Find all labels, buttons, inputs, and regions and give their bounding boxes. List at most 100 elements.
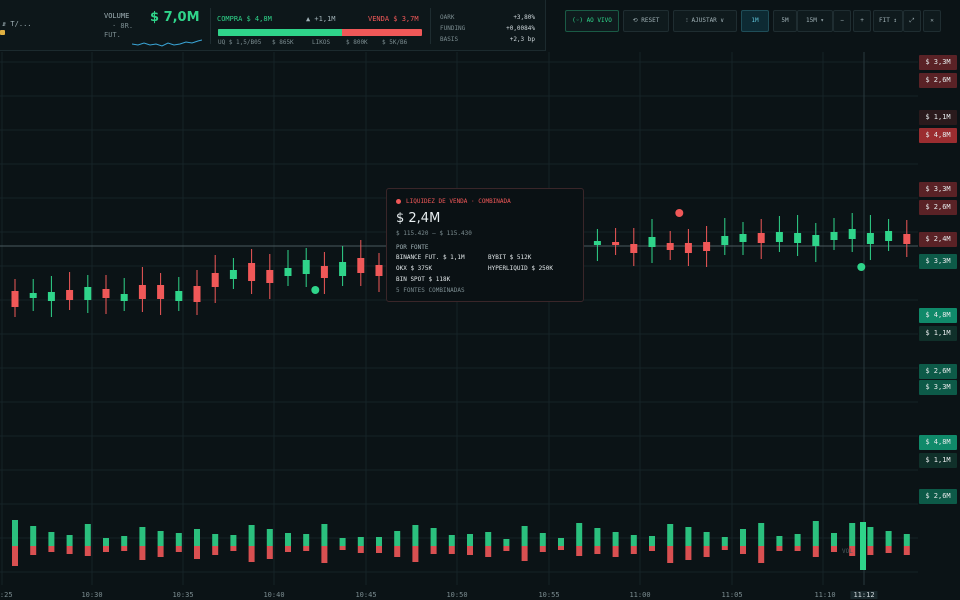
tooltip-amount: $ 2,4M xyxy=(396,211,441,226)
net-flow-label: ▲ +1,1M xyxy=(306,15,336,23)
timeframe-1m-button[interactable]: 1M xyxy=(741,10,769,32)
volume-bar-sell xyxy=(503,546,510,551)
buy-liquidity-tag[interactable]: $ 2,6M xyxy=(919,364,957,379)
reset-button[interactable]: ⟲ RESET xyxy=(623,10,669,32)
volume-sub-2: FUT. xyxy=(104,31,121,39)
tooltip-source: BIN SPOT $ 118K xyxy=(396,276,451,283)
candle-body xyxy=(11,291,19,307)
volume-bar-buy xyxy=(376,537,382,546)
stat-value: +2,3 bp xyxy=(509,36,535,43)
volume-bar-sell xyxy=(266,546,273,559)
volume-bar-buy xyxy=(448,535,455,546)
volume-bar-buy xyxy=(212,534,219,546)
volume-bar-sell xyxy=(212,546,219,555)
candle-body xyxy=(175,291,183,301)
volume-bar-sell xyxy=(576,546,583,556)
volume-bar-buy xyxy=(157,531,164,546)
volume-bar-sell xyxy=(867,546,874,555)
fit-button[interactable]: FIT ↕ xyxy=(873,10,903,32)
volume-bar-sell xyxy=(194,546,200,559)
volume-bar-buy xyxy=(576,523,583,546)
time-tick-label: 10:45 xyxy=(355,591,377,599)
candle-body xyxy=(775,232,783,242)
tooltip-title: LIQUIDEZ DE VENDA · COMBINADA xyxy=(406,198,511,205)
volume-bar-sell xyxy=(412,546,419,562)
tooltip-source: BYBIT $ 512K xyxy=(488,254,532,261)
volume-bar-sell xyxy=(321,546,328,563)
volume-bar-sell xyxy=(248,546,255,562)
candle-body xyxy=(666,243,674,250)
candle-body xyxy=(339,262,347,276)
candle-body xyxy=(320,266,328,278)
expand-icon[interactable]: ⤢ xyxy=(903,10,921,32)
time-tick-label: 10:50 xyxy=(446,591,468,599)
stat-key: FUNDING xyxy=(440,25,466,32)
volume-bar-buy xyxy=(485,532,492,546)
symbol-label[interactable]: ⇵ T/... xyxy=(2,20,32,28)
volume-bar-buy xyxy=(721,537,728,546)
candle-body xyxy=(885,231,893,241)
volume-bar-buy xyxy=(84,524,91,546)
volume-summary: VOLUME $ 7,0M · 8R. FUT. xyxy=(104,10,204,47)
volume-bar-sell xyxy=(849,546,856,556)
buy-liquidity-tag[interactable]: $ 3,3M xyxy=(919,380,957,395)
sell-liquidity-tag[interactable]: $ 3,3M xyxy=(919,55,957,70)
volume-bar-buy xyxy=(321,524,328,546)
volume-bar-buy xyxy=(539,533,546,546)
sell-flow-label: VENDA $ 3,7M xyxy=(368,15,419,23)
volume-bar-sell xyxy=(485,546,492,557)
live-button[interactable]: (◦) AO VIVO xyxy=(565,10,619,32)
candle-body xyxy=(375,265,383,276)
buy-liquidity-tag[interactable]: $ 4,8M xyxy=(919,308,957,323)
sell-dot-icon xyxy=(396,199,401,204)
time-tick-label: 11:00 xyxy=(629,591,651,599)
zoom-out-button[interactable]: − xyxy=(833,10,851,32)
time-tick-label: 10:25 xyxy=(0,591,13,599)
buy-liquidity-tag[interactable]: $ 3,3M xyxy=(919,254,957,269)
timeframe-5m-button[interactable]: 5M xyxy=(773,10,797,32)
volume-bar-sell xyxy=(66,546,73,554)
time-tick-label: 10:55 xyxy=(538,591,560,599)
sell-liquidity-tag[interactable]: $ 2,6M xyxy=(919,200,957,215)
buy-marker xyxy=(311,286,320,294)
sell-liquidity-tag[interactable]: $ 1,1M xyxy=(919,110,957,125)
close-icon[interactable]: ✕ xyxy=(923,10,941,32)
time-tick-label: 10:30 xyxy=(81,591,103,599)
buy-liquidity-tag[interactable]: $ 2,6M xyxy=(919,489,957,504)
adjust-button[interactable]: ⁝ AJUSTAR ∨ xyxy=(673,10,737,32)
flow-foot-2: $ 865K xyxy=(272,39,294,46)
candle-body xyxy=(302,260,310,274)
volume-bar-buy xyxy=(903,534,910,546)
candle-body xyxy=(248,263,256,281)
time-tick-label: 11:10 xyxy=(814,591,836,599)
sell-liquidity-tag[interactable]: $ 2,4M xyxy=(919,232,957,247)
stat-value: +0,0084% xyxy=(506,25,535,32)
volume-bar-buy xyxy=(776,536,783,546)
volume-bar-sell xyxy=(394,546,401,557)
buy-marker xyxy=(857,263,866,271)
volume-bar-sell xyxy=(558,546,564,550)
candle-body xyxy=(193,286,201,302)
market-stats: OARK +3,80% FUNDING +0,0084% BASIS +2,3 … xyxy=(440,14,535,48)
sell-liquidity-tag[interactable]: $ 3,3M xyxy=(919,182,957,197)
stat-row-basis: BASIS +2,3 bp xyxy=(440,36,535,47)
candle-body xyxy=(284,268,292,276)
volume-bar-sell xyxy=(685,546,692,560)
buy-liquidity-tag[interactable]: $ 4,8M xyxy=(919,435,957,450)
zoom-in-button[interactable]: + xyxy=(853,10,871,32)
volume-bar-buy xyxy=(394,531,401,546)
buy-liquidity-tag[interactable]: $ 1,1M xyxy=(919,453,957,468)
candle-body xyxy=(721,236,729,245)
timeframe-15m-button[interactable]: 15M ▾ xyxy=(797,10,833,32)
volume-bar-sell xyxy=(430,546,437,554)
sell-liquidity-tag[interactable]: $ 2,6M xyxy=(919,73,957,88)
current-time-label: 11:12 xyxy=(850,591,878,599)
stat-key: OARK xyxy=(440,14,455,21)
buy-liquidity-tag[interactable]: $ 1,1M xyxy=(919,326,957,341)
volume-bar-buy xyxy=(831,533,837,546)
time-tick-label: 11:05 xyxy=(721,591,743,599)
volume-bar-buy xyxy=(412,525,419,546)
volume-bar-buy xyxy=(667,524,674,546)
sell-liquidity-tag[interactable]: $ 4,8M xyxy=(919,128,957,143)
